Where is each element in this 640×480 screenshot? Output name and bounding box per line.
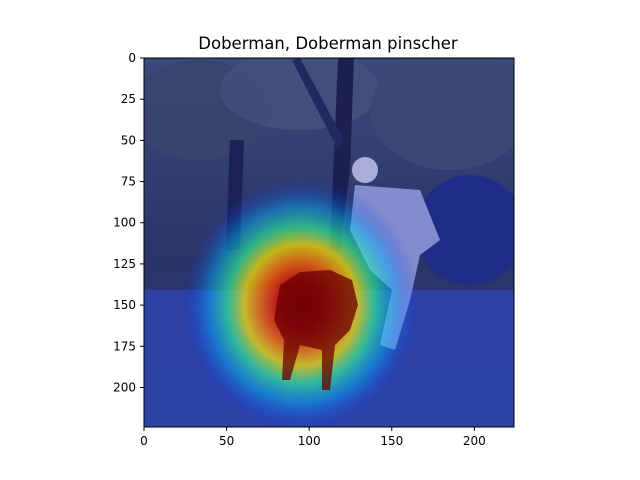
chart-title: Doberman, Doberman pinscher	[198, 34, 458, 53]
y-tick-label: 25	[121, 92, 136, 106]
y-tick-label: 0	[128, 51, 136, 65]
y-tick-label: 175	[113, 339, 136, 353]
y-tick-label: 75	[121, 175, 136, 189]
y-tick-label: 100	[113, 216, 136, 230]
y-tick-label: 150	[113, 298, 136, 312]
y-tick-label: 125	[113, 257, 136, 271]
heatmap-image	[144, 58, 514, 427]
x-tick-label: 100	[298, 434, 321, 448]
axes-frame	[143, 57, 515, 428]
x-tick-label: 50	[219, 434, 234, 448]
x-tick-label: 200	[463, 434, 486, 448]
y-tick-label: 200	[113, 380, 136, 394]
x-axis: 0 50 100 150 200	[140, 427, 486, 448]
y-tick-label: 50	[121, 133, 136, 147]
y-axis: 0 25 50 75 100 125 150 175 200	[113, 51, 144, 394]
x-tick-label: 150	[380, 434, 403, 448]
x-tick-label: 0	[140, 434, 148, 448]
